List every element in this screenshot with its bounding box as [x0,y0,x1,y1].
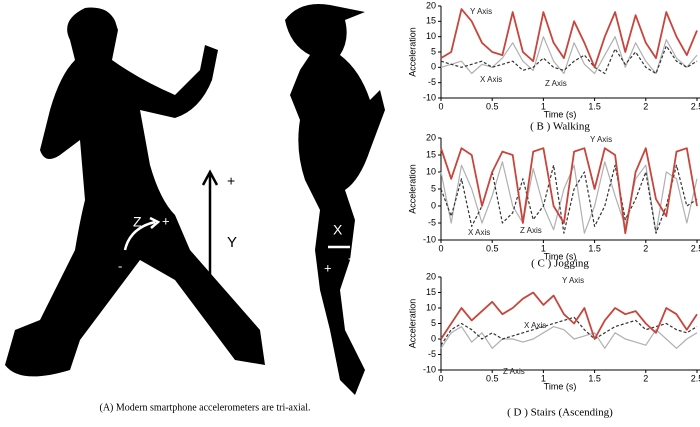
y-tick-label: 10 [426,31,436,41]
sign: - [228,309,232,324]
x-tick-label: 2.5 [691,101,700,111]
walker-silhouette [5,7,265,377]
x-tick-label: 0 [438,243,443,253]
sign: - [348,250,352,265]
motion-arrows [123,169,350,324]
sign: + [324,260,332,275]
x-tick-label: 0.5 [486,243,499,253]
x-tick-label: 1.5 [588,243,601,253]
y-tick-label: -5 [428,77,436,87]
x-tick-label: 1 [541,101,546,111]
y-axis-label: Acceleration [407,299,417,349]
y-tick-label: 5 [431,183,436,193]
sign: + [227,173,235,189]
x-axis-label: Time (s) [544,251,577,261]
axis-letter: X [333,222,343,238]
series-line [440,45,698,75]
series-label: Z Axis [503,367,525,376]
y-tick-label: -10 [423,234,436,244]
y-tick-label: 15 [426,16,436,26]
jogger-silhouette [285,4,385,395]
chart-caption: ( D ) Stairs (Ascending) [507,407,613,419]
series-line [440,291,698,340]
y-tick-label: 0 [431,62,436,72]
y-tick-label: 5 [431,318,436,328]
x-tick-label: 2.5 [691,243,700,253]
series-label: Y Axis [590,135,612,144]
y-tick-label: -5 [428,217,436,227]
x-tick-label: 2.5 [691,373,700,383]
caption: (A) Modern smartphone accelerometers are… [99,402,310,413]
series-label: Y Axis [470,7,492,16]
x-tick-label: 1 [541,243,546,253]
series-line [440,36,698,75]
y-tick-label: -10 [423,92,436,102]
x-tick-label: 0.5 [486,101,499,111]
x-tick-label: 0.5 [486,373,499,383]
axis-letter: Y [227,234,237,251]
y-tick-label: 15 [426,149,436,159]
y-tick-label: 15 [426,287,436,297]
x-tick-label: 2 [643,101,648,111]
y-tick-label: 20 [426,0,436,10]
y-tick-label: 10 [426,166,436,176]
sign: - [118,258,122,273]
x-tick-label: 0 [438,373,443,383]
x-axis-label: Time (s) [544,109,577,119]
x-tick-label: 1.5 [588,373,601,383]
y-tick-label: 5 [431,46,436,56]
y-axis-label: Acceleration [407,27,417,77]
y-tick-label: 0 [431,333,436,343]
series-line [440,326,698,349]
x-tick-label: 1 [541,373,546,383]
y-axis-label: Acceleration [407,164,417,214]
x-tick-label: 2 [643,373,648,383]
x-tick-label: 2 [643,243,648,253]
x-tick-label: 0 [438,101,443,111]
series-label: Z Axis [545,79,567,88]
series-label: Y Axis [562,276,584,285]
y-tick-label: 10 [426,302,436,312]
axis-letter: Z [133,214,142,230]
series-line [440,164,698,234]
y-tick-label: 0 [431,200,436,210]
series-line [440,147,698,235]
series-label: X Axis [524,321,546,330]
sign: + [162,213,170,228]
chart-caption: ( C ) Jogging [531,258,589,270]
chart-caption: ( B ) Walking [530,121,590,133]
y-tick-label: 20 [426,132,436,142]
series-label: X Axis [480,75,502,84]
x-tick-label: 1.5 [588,101,601,111]
series-line [440,8,698,69]
y-tick-label: 20 [426,271,436,281]
series-label: X Axis [468,228,490,237]
series-label: Z Axis [520,226,542,235]
y-tick-label: -10 [423,364,436,374]
y-tick-label: -5 [428,349,436,359]
x-axis-label: Time (s) [544,381,577,391]
